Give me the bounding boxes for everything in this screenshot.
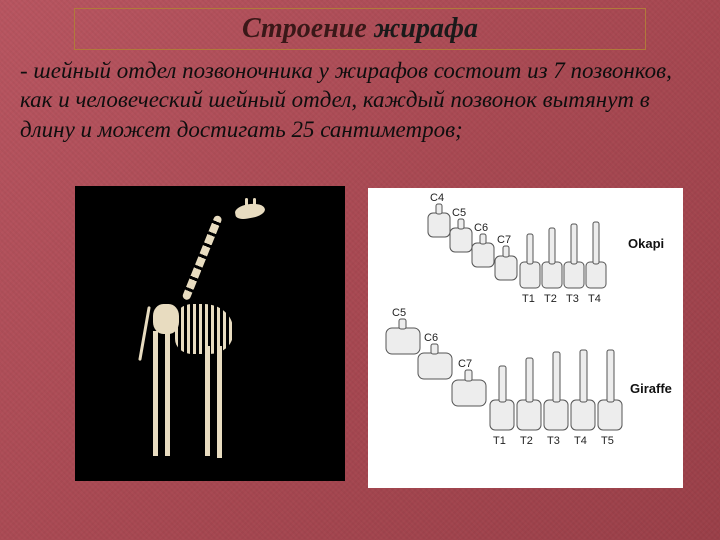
body-paragraph: - шейный отдел позвоночника у жирафов со… [20, 56, 700, 144]
figure-vertebrae-diagram: C4 C5 C6 C7 T1 [368, 188, 683, 488]
figure-skeleton [75, 186, 345, 481]
skeleton-ossicone [253, 198, 256, 208]
skeleton-tail [138, 306, 151, 361]
vert-label: T1 [493, 435, 506, 447]
giraffe-group: C5 C6 C7 T1 T2 [386, 307, 672, 447]
slide-title: Строение жирафа [242, 13, 478, 45]
title-word-2: жирафа [367, 13, 478, 44]
vert-label: C4 [430, 192, 444, 204]
skeleton-ribcage [175, 304, 233, 354]
vert-label: T1 [522, 293, 535, 305]
vert-label: T2 [544, 293, 557, 305]
vert-label: T3 [566, 293, 579, 305]
vert-label: C6 [424, 332, 438, 344]
skeleton-pelvis [153, 304, 179, 334]
skeleton-cervical-vertebrae [182, 215, 223, 301]
skeleton-ossicone [245, 198, 248, 208]
vert-label: C5 [452, 207, 466, 219]
vert-label: T4 [574, 435, 587, 447]
skeleton-foreleg [217, 346, 222, 458]
skeleton-skull [234, 202, 266, 221]
skeleton-hindleg [153, 331, 158, 456]
vert-label: T3 [547, 435, 560, 447]
vert-label: T5 [601, 435, 614, 447]
title-container: Строение жирафа [74, 8, 646, 50]
skeleton-foreleg [205, 346, 210, 456]
title-word-1: Строение [242, 13, 367, 44]
vert-label: C7 [458, 358, 472, 370]
okapi-label: Okapi [628, 236, 664, 251]
vert-label: C6 [474, 222, 488, 234]
vert-label: T4 [588, 293, 601, 305]
vert-label: C7 [497, 234, 511, 246]
okapi-group: C4 C5 C6 C7 T1 [428, 192, 664, 305]
vert-label: T2 [520, 435, 533, 447]
skeleton-hindleg [165, 331, 170, 456]
giraffe-label: Giraffe [630, 381, 672, 396]
vert-label: C5 [392, 307, 406, 319]
